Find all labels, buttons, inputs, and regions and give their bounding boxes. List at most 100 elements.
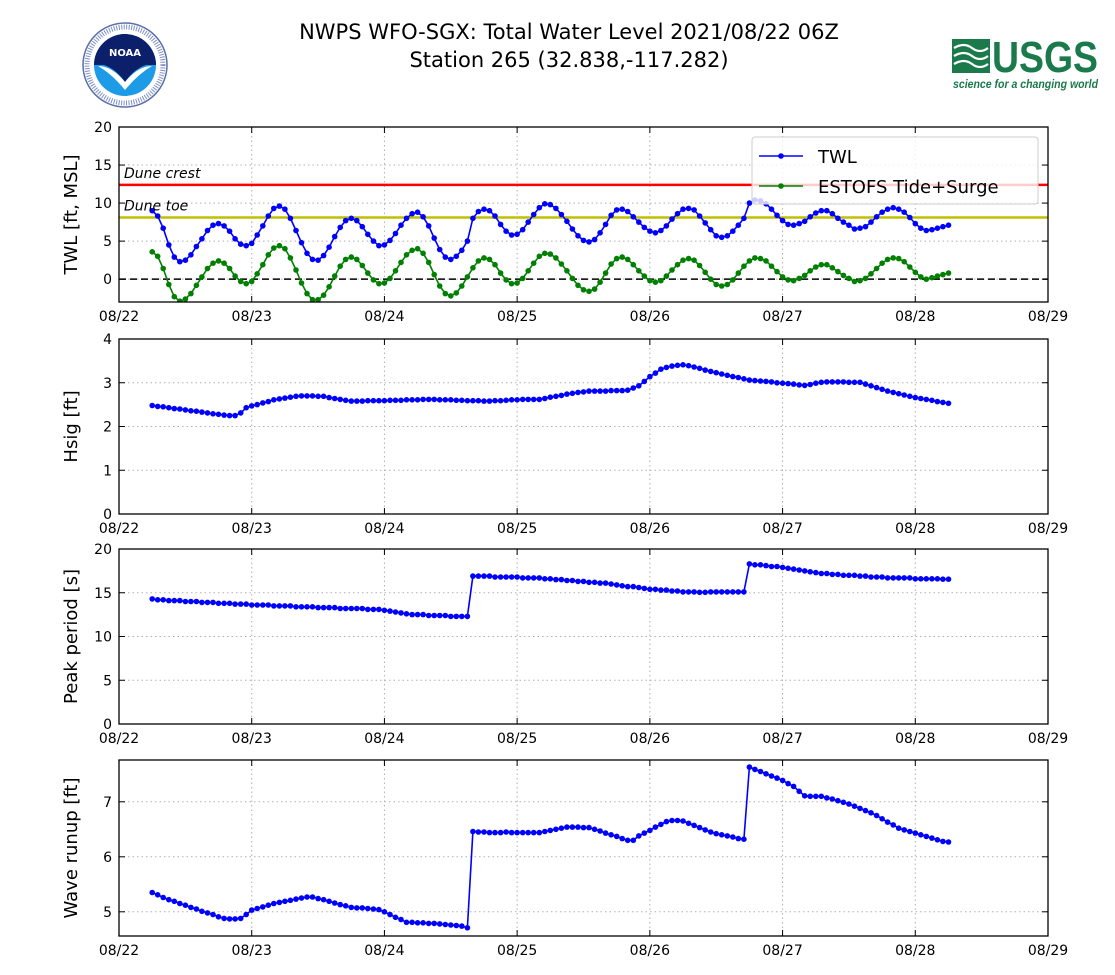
- data-point: [569, 390, 576, 397]
- data-point: [287, 255, 294, 261]
- data-point: [923, 833, 930, 840]
- data-point: [696, 589, 703, 596]
- data-point: [298, 604, 305, 610]
- data-point: [707, 589, 714, 595]
- data-point: [204, 910, 211, 916]
- data-point: [746, 258, 753, 264]
- data-point: [154, 253, 161, 260]
- data-point: [431, 235, 438, 241]
- data-point: [171, 898, 178, 905]
- data-point: [846, 222, 852, 228]
- data-point: [215, 411, 222, 418]
- data-point: [718, 283, 725, 289]
- data-point: [945, 839, 952, 845]
- data-point: [553, 255, 559, 261]
- data-point: [481, 829, 487, 835]
- data-point: [276, 396, 283, 402]
- data-point: [923, 227, 930, 234]
- legend: TWL ESTOFS Tide+Surge: [751, 136, 1039, 205]
- data-point: [663, 818, 670, 825]
- data-point: [879, 816, 885, 822]
- y-tick-label: 4: [103, 332, 112, 348]
- data-point: [398, 610, 404, 616]
- data-point: [376, 906, 382, 913]
- data-point: [696, 213, 703, 219]
- data-point: [392, 397, 399, 404]
- data-point: [796, 788, 802, 795]
- x-tick-label: 08/29: [1028, 521, 1068, 537]
- x-tick-label: 08/29: [1028, 943, 1068, 959]
- data-point: [503, 397, 509, 404]
- data-point: [641, 273, 648, 279]
- data-point: [188, 598, 194, 605]
- data-point: [619, 583, 625, 589]
- data-point: [431, 612, 438, 619]
- data-point: [857, 573, 863, 579]
- data-point: [420, 396, 426, 403]
- data-point: [398, 397, 404, 404]
- data-point: [287, 394, 294, 401]
- data-point: [365, 606, 371, 613]
- x-tick-label: 08/22: [99, 943, 139, 959]
- data-point: [442, 921, 449, 928]
- data-point: [254, 232, 260, 238]
- data-point: [519, 575, 526, 581]
- data-point: [658, 587, 664, 593]
- data-point: [492, 261, 498, 268]
- data-point: [890, 575, 896, 581]
- data-point: [912, 220, 919, 227]
- data-point: [459, 923, 465, 929]
- data-point: [271, 900, 277, 907]
- data-point: [663, 273, 670, 279]
- data-point: [370, 397, 377, 404]
- data-point: [757, 378, 764, 384]
- data-point: [497, 270, 504, 276]
- data-point: [790, 381, 797, 387]
- data-point: [918, 395, 924, 402]
- data-point: [315, 895, 321, 902]
- data-point: [326, 898, 332, 905]
- data-point: [807, 214, 813, 220]
- y-axis-label: Hsig [ft]: [61, 390, 82, 462]
- data-point: [763, 258, 769, 264]
- data-point: [276, 242, 283, 249]
- data-point: [774, 380, 780, 386]
- data-point: [304, 290, 310, 297]
- data-point: [724, 233, 731, 239]
- data-point: [901, 575, 907, 581]
- y-axis-label: TWL [ft, MSL]: [61, 154, 82, 275]
- data-point: [326, 284, 332, 290]
- data-point: [857, 805, 863, 812]
- x-tick-label: 08/28: [895, 309, 935, 325]
- data-point: [785, 221, 791, 228]
- data-point: [309, 296, 316, 302]
- data-point: [696, 824, 703, 831]
- data-point: [801, 382, 808, 389]
- data-point: [873, 812, 880, 819]
- data-point: [331, 604, 338, 611]
- data-point: [547, 576, 554, 582]
- data-point: [436, 283, 443, 289]
- data-point: [707, 829, 714, 835]
- data-point: [414, 397, 421, 403]
- data-point: [658, 227, 664, 234]
- data-point: [154, 597, 161, 603]
- data-point: [431, 396, 438, 403]
- data-point: [243, 280, 249, 287]
- data-point: [354, 256, 360, 263]
- data-point: [824, 207, 830, 214]
- data-point: [403, 397, 410, 403]
- usgs-tagline: science for a changing world: [953, 79, 1099, 91]
- data-point: [182, 296, 189, 302]
- data-point: [154, 892, 161, 898]
- data-point: [641, 830, 648, 836]
- data-point: [713, 589, 719, 595]
- data-point: [674, 588, 681, 594]
- data-point: [558, 392, 565, 399]
- data-point: [193, 906, 200, 912]
- data-point: [282, 395, 288, 401]
- panel-hsig: 08/22 08/23 08/24 08/25 08/26 08/27 08/28 08/29…: [61, 332, 1068, 537]
- data-point: [835, 215, 841, 222]
- x-tick-label: 08/29: [1028, 309, 1068, 325]
- data-point: [912, 394, 919, 401]
